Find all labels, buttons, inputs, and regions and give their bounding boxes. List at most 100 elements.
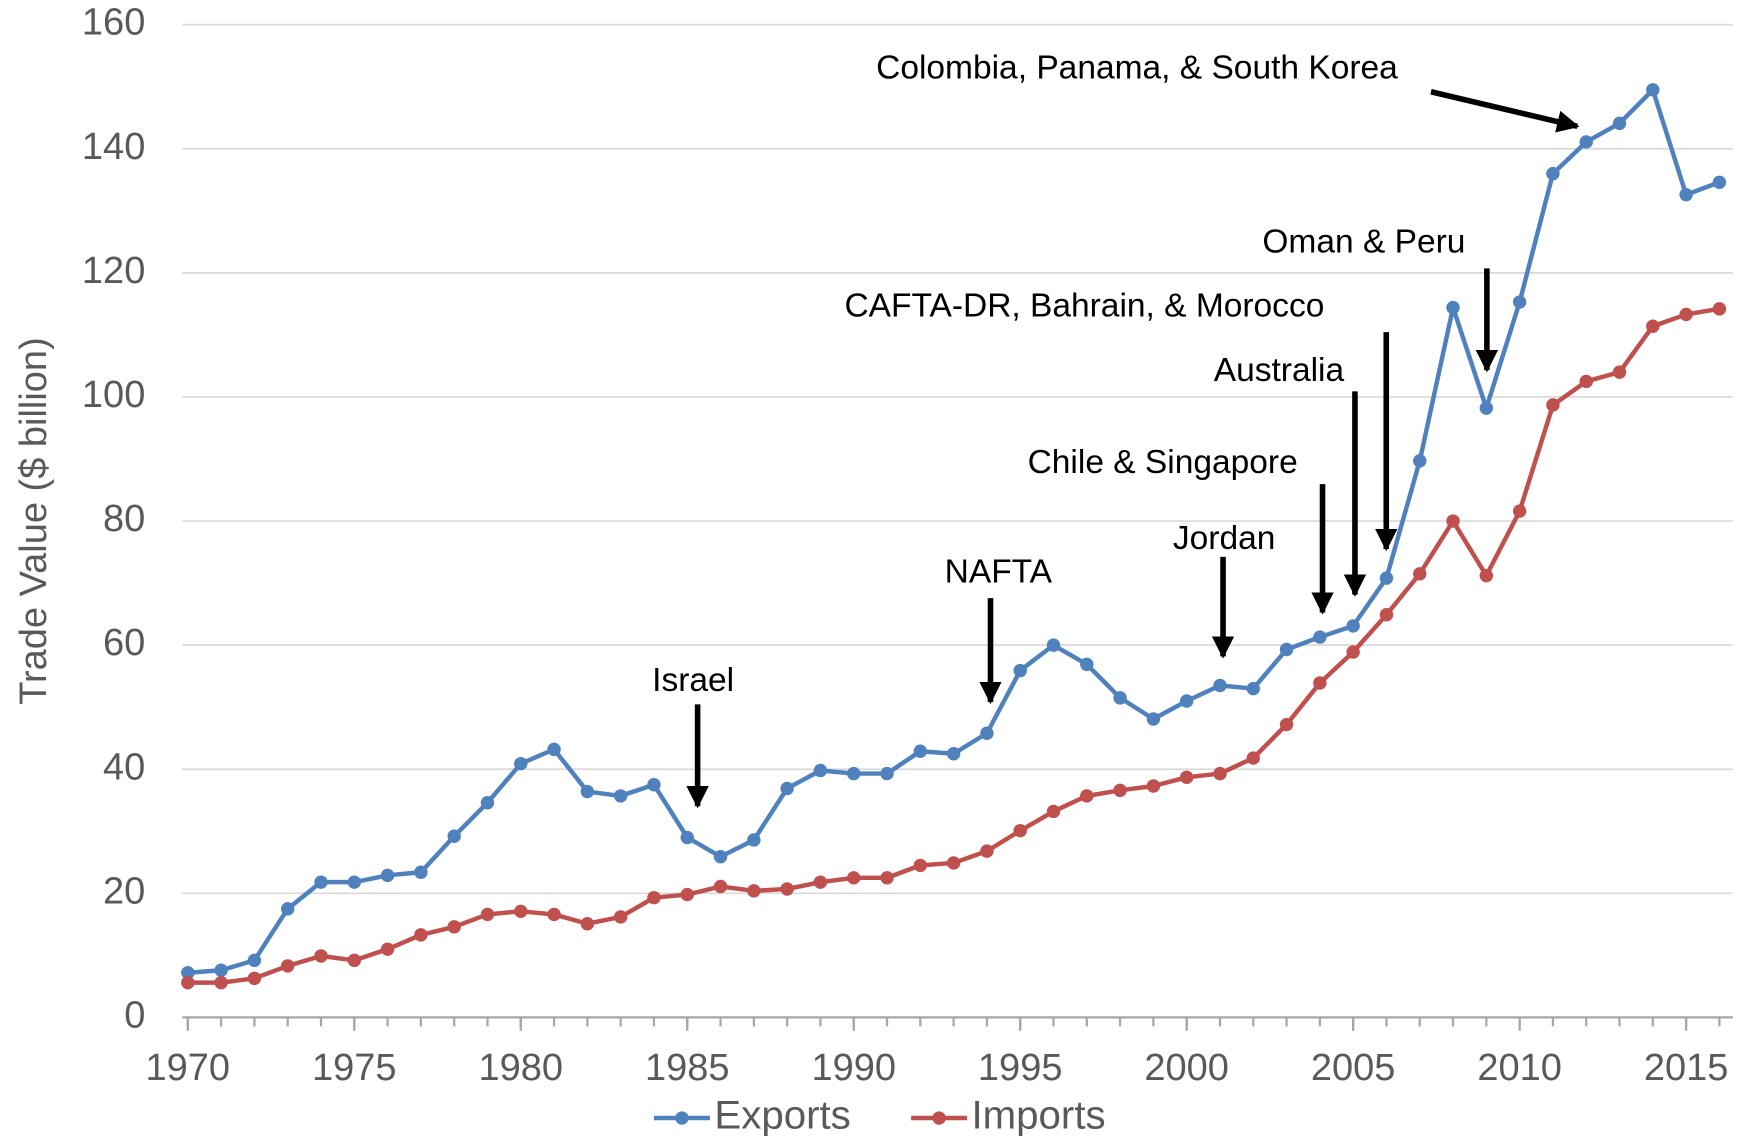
x-tick-label: 1975 [312, 1047, 397, 1089]
x-tick-label: 1995 [978, 1047, 1063, 1089]
y-tick-label: 0 [124, 994, 145, 1036]
annotation-label: Israel [652, 662, 734, 699]
annotation-label: Australia [1214, 352, 1345, 389]
data-point [1246, 681, 1260, 696]
data-point [280, 902, 295, 916]
data-point [1179, 770, 1194, 785]
data-point [1179, 694, 1194, 708]
data-point [1213, 678, 1227, 693]
data-point [747, 833, 761, 847]
data-point [1612, 116, 1627, 131]
data-point [1213, 766, 1227, 781]
x-tick-label: 2015 [1644, 1047, 1729, 1089]
annotation-label: Oman & Peru [1262, 224, 1465, 261]
data-point [1313, 676, 1327, 690]
data-point [1013, 663, 1027, 678]
data-point [680, 887, 694, 902]
data-point [1279, 717, 1294, 732]
annotation-label: Colombia, Panama, & South Korea [876, 49, 1398, 86]
data-point [1712, 302, 1727, 316]
y-axis-label: Trade Value ($ billion) [13, 337, 55, 705]
x-tick-label: 2005 [1311, 1047, 1396, 1089]
legend-label: Imports [971, 1093, 1105, 1136]
data-point [380, 942, 395, 956]
data-point [314, 949, 328, 963]
data-point [847, 766, 861, 781]
data-point [247, 971, 262, 986]
data-point [181, 975, 195, 990]
data-point [813, 875, 828, 889]
data-point [1579, 135, 1593, 149]
data-point [713, 850, 728, 864]
data-point [547, 907, 561, 922]
data-point [980, 726, 994, 740]
legend-marker [675, 1111, 689, 1125]
data-point [1512, 504, 1527, 518]
data-point [1512, 295, 1527, 309]
data-point [1646, 83, 1660, 97]
data-point [514, 904, 528, 919]
data-point [247, 953, 262, 968]
data-point [1479, 568, 1494, 583]
data-point [1313, 630, 1327, 644]
data-point [647, 778, 661, 792]
y-tick-label: 80 [103, 498, 145, 540]
series-line [187, 87, 1721, 975]
data-point [1379, 571, 1394, 585]
data-point [1379, 608, 1394, 622]
data-point [1546, 398, 1560, 412]
data-point [613, 910, 628, 924]
data-point [314, 875, 328, 889]
data-point [1413, 567, 1427, 581]
data-point [380, 868, 395, 883]
annotation-label: Jordan [1173, 520, 1275, 557]
y-tick-label: 140 [82, 126, 145, 168]
data-point [347, 953, 362, 968]
annotation-label: Chile & Singapore [1028, 444, 1298, 481]
data-point [447, 920, 461, 934]
data-point [980, 844, 994, 858]
data-point [1679, 307, 1693, 322]
data-point [1446, 514, 1460, 528]
data-point [946, 747, 961, 761]
annotation-label: CAFTA-DR, Bahrain, & Morocco [844, 287, 1324, 324]
data-point [747, 884, 761, 898]
x-tick-label: 1990 [811, 1047, 896, 1089]
x-tick-label: 2000 [1144, 1047, 1229, 1089]
data-point [447, 829, 461, 843]
data-point [1146, 712, 1161, 726]
data-point [347, 875, 362, 889]
data-point [1346, 619, 1360, 633]
x-tick-label: 1970 [146, 1047, 231, 1089]
data-point [713, 879, 728, 894]
data-point [647, 890, 661, 905]
x-tick-label: 1980 [478, 1047, 563, 1089]
data-point [414, 865, 428, 879]
x-tick-label: 2010 [1477, 1047, 1562, 1089]
y-tick-label: 60 [103, 622, 145, 664]
data-point [1546, 166, 1560, 181]
data-point [514, 756, 528, 771]
data-point [480, 796, 495, 810]
data-point [547, 742, 561, 757]
data-point [1279, 642, 1294, 657]
data-point [1612, 365, 1627, 379]
data-point [1646, 319, 1660, 333]
data-point [780, 781, 794, 796]
data-point [1246, 751, 1260, 765]
data-point [1446, 300, 1460, 315]
data-point [946, 856, 961, 870]
data-point [1046, 804, 1061, 819]
data-point [680, 830, 694, 845]
data-point [913, 744, 928, 758]
data-point [1080, 657, 1094, 672]
data-point [1413, 454, 1427, 468]
data-point [1346, 645, 1360, 659]
data-point [847, 871, 861, 885]
y-tick-label: 20 [103, 870, 145, 912]
data-point [1679, 187, 1693, 202]
y-tick-label: 120 [82, 250, 145, 292]
data-point [1080, 789, 1094, 803]
